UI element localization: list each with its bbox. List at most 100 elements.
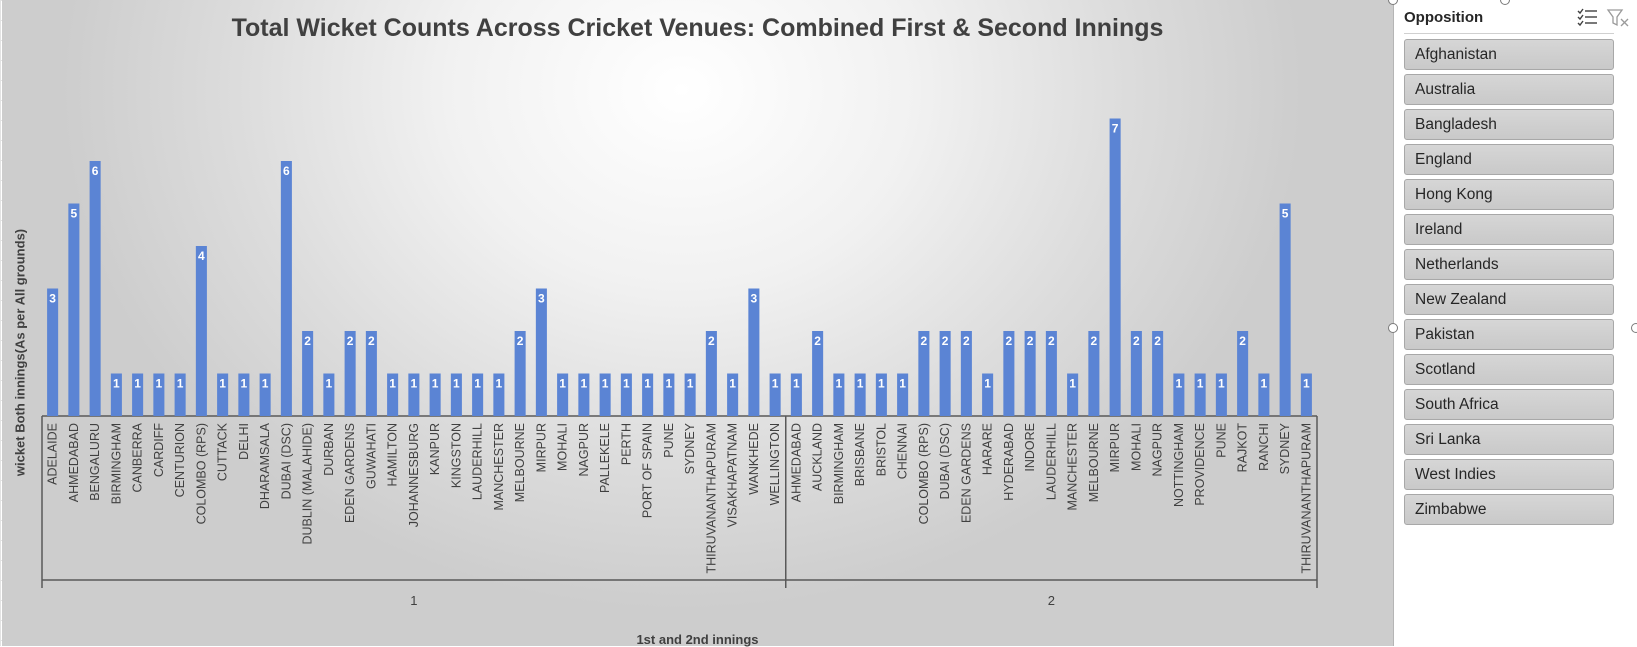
bar: [727, 373, 739, 416]
x-tick-label: ADELAIDE: [46, 423, 60, 485]
data-label: 7: [1112, 122, 1119, 136]
x-tick-label: CUTTACK: [216, 422, 230, 481]
x-tick-label: RANCHI: [1257, 423, 1271, 471]
x-tick-label: RAJKOT: [1236, 423, 1250, 473]
data-label: 1: [644, 377, 651, 391]
opposition-slicer[interactable]: Opposition Afghanistan Australia Banglades…: [1393, 0, 1637, 646]
data-label: 6: [92, 164, 99, 178]
x-tick-label: CARDIFF: [152, 423, 166, 478]
chart-title: Total Wicket Counts Across Cricket Venue…: [231, 14, 1164, 42]
data-label: 1: [113, 377, 120, 391]
slicer-item-south-africa[interactable]: South Africa: [1404, 389, 1614, 420]
data-label: 2: [347, 334, 354, 348]
data-label: 1: [1261, 377, 1268, 391]
x-tick-label: PERTH: [619, 423, 633, 465]
bar: [217, 373, 229, 416]
bar: [280, 161, 292, 416]
x-tick-label: NAGPUR: [577, 423, 591, 476]
multi-select-icon[interactable]: [1576, 7, 1600, 29]
bar: [387, 373, 399, 416]
x-tick-label: MELBOURNE: [513, 423, 527, 502]
bar: [663, 373, 675, 416]
x-tick-label: MIRPUR: [1108, 423, 1122, 472]
bar: [897, 373, 909, 416]
bar: [1300, 373, 1312, 416]
slicer-item-netherlands[interactable]: Netherlands: [1404, 249, 1614, 280]
x-tick-label: DHARAMSALA: [258, 422, 272, 509]
data-label: 2: [1048, 334, 1055, 348]
bar: [748, 288, 760, 416]
slicer-item-zimbabwe[interactable]: Zimbabwe: [1404, 494, 1614, 525]
slicer-item-bangladesh[interactable]: Bangladesh: [1404, 109, 1614, 140]
slicer-scrollbar[interactable]: [1620, 39, 1628, 639]
bar: [939, 331, 951, 416]
slicer-header-divider: [1404, 33, 1614, 34]
bar: [302, 331, 314, 416]
x-tick-label: WANKHEDE: [747, 423, 761, 495]
data-label: 1: [793, 377, 800, 391]
data-label: 2: [304, 334, 311, 348]
bar: [153, 373, 165, 416]
bar: [1024, 331, 1036, 416]
x-tick-label: WELLINGTON: [768, 423, 782, 505]
bar: [1173, 373, 1185, 416]
resize-handle[interactable]: [1631, 323, 1637, 333]
bar: [1279, 203, 1291, 416]
x-tick-label: MANCHESTER: [1066, 423, 1080, 511]
x-tick-label: GUWAHATI: [364, 423, 378, 489]
resize-handle[interactable]: [1388, 323, 1398, 333]
data-label: 2: [814, 334, 821, 348]
data-label: 2: [368, 334, 375, 348]
x-tick-label: DURBAN: [322, 423, 336, 476]
data-label: 3: [49, 292, 56, 306]
data-label: 3: [538, 292, 545, 306]
data-label: 1: [857, 377, 864, 391]
data-label: 1: [1176, 377, 1183, 391]
data-label: 2: [942, 334, 949, 348]
slicer-item-australia[interactable]: Australia: [1404, 74, 1614, 105]
x-tick-label: HAMILTON: [386, 423, 400, 486]
x-tick-label: COLOMBO (RPS): [917, 423, 931, 524]
bar: [1088, 331, 1100, 416]
clear-filter-icon[interactable]: [1606, 7, 1630, 29]
data-label: 1: [623, 377, 630, 391]
data-label: 2: [1133, 334, 1140, 348]
slicer-item-new-zealand[interactable]: New Zealand: [1404, 284, 1614, 315]
bar: [1215, 373, 1227, 416]
bar: [1067, 373, 1079, 416]
x-tick-label: VISAKHAPATNAM: [726, 423, 740, 527]
slicer-item-sri-lanka[interactable]: Sri Lanka: [1404, 424, 1614, 455]
chart-area[interactable]: Total Wicket Counts Across Cricket Venue…: [2, 0, 1394, 647]
bar: [535, 288, 547, 416]
data-label: 1: [1197, 377, 1204, 391]
bar: [812, 331, 824, 416]
data-label: 1: [729, 377, 736, 391]
slicer-item-hong-kong[interactable]: Hong Kong: [1404, 179, 1614, 210]
slicer-item-ireland[interactable]: Ireland: [1404, 214, 1614, 245]
bar: [365, 331, 377, 416]
slicer-item-pakistan[interactable]: Pakistan: [1404, 319, 1614, 350]
bar: [174, 373, 186, 416]
bar: [1194, 373, 1206, 416]
data-label: 1: [984, 377, 991, 391]
x-axis-title: 1st and 2nd innings: [636, 632, 759, 647]
x-tick-label: LAUDERHILL: [471, 423, 485, 500]
slicer-item-scotland[interactable]: Scotland: [1404, 354, 1614, 385]
x-tick-label: CENTURION: [173, 423, 187, 497]
bar: [833, 373, 845, 416]
bar: [408, 373, 420, 416]
data-label: 1: [241, 377, 248, 391]
group-label: 1: [410, 593, 417, 608]
slicer-item-list: Afghanistan Australia Bangladesh England Hon…: [1404, 39, 1614, 529]
x-tick-label: THIRUVANANTHAPURAM: [704, 423, 718, 573]
data-label: 1: [453, 377, 460, 391]
x-tick-label: BIRMINGHAM: [832, 423, 846, 504]
data-label: 4: [198, 249, 205, 263]
slicer-item-england[interactable]: England: [1404, 144, 1614, 175]
bar: [1003, 331, 1015, 416]
slicer-item-west-indies[interactable]: West Indies: [1404, 459, 1614, 490]
bar: [132, 373, 144, 416]
bar: [854, 373, 866, 416]
slicer-item-afghanistan[interactable]: Afghanistan: [1404, 39, 1614, 70]
bar: [450, 373, 462, 416]
